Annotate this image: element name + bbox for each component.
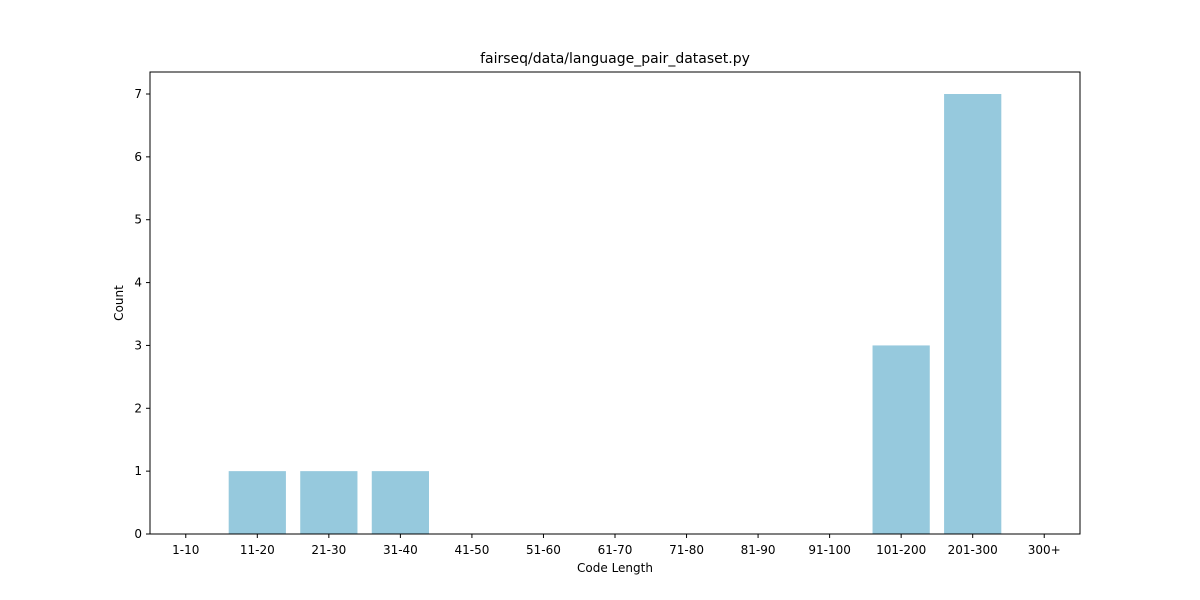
- bar-31-40: [371, 471, 429, 534]
- x-tick-label: 21-30: [311, 543, 346, 557]
- y-tick-label: 6: [134, 150, 142, 164]
- y-axis-label: Count: [112, 285, 126, 321]
- bar-201-300: [944, 94, 1002, 534]
- y-tick-label: 0: [134, 527, 142, 541]
- axes-frame: [149, 71, 1081, 535]
- x-tick-label: 11-20: [240, 543, 275, 557]
- x-tick-label: 71-80: [669, 543, 704, 557]
- y-tick-label: 1: [134, 464, 142, 478]
- x-axis-ticks: 1-10 11-20 21-30 31-40 41-50 51-60 61-70 71-80 8…: [172, 534, 1061, 557]
- x-tick-label: 61-70: [598, 543, 633, 557]
- y-tick-label: 2: [134, 401, 142, 415]
- chart-title: fairseq/data/language_pair_dataset.py: [480, 51, 750, 67]
- x-tick-label: 91-100: [808, 543, 851, 557]
- x-tick-label: 1-10: [172, 543, 199, 557]
- x-tick-label: 101-200: [876, 543, 926, 557]
- x-axis-label: Code Length: [577, 561, 653, 575]
- x-tick-label: 300+: [1028, 543, 1061, 557]
- y-tick-label: 3: [134, 338, 142, 352]
- bar-21-30: [300, 471, 358, 534]
- x-tick-label: 41-50: [454, 543, 489, 557]
- x-tick-label: 81-90: [741, 543, 776, 557]
- bar-11-20: [228, 471, 286, 534]
- x-tick-label: 51-60: [526, 543, 561, 557]
- y-tick-label: 7: [134, 87, 142, 101]
- y-axis-ticks: 0 1 2 3 4 5 6 7: [134, 87, 150, 541]
- bars-layer: [228, 94, 1002, 534]
- bar-101-200: [872, 345, 930, 534]
- y-tick-label: 5: [134, 213, 142, 227]
- y-tick-label: 4: [134, 276, 142, 290]
- x-tick-label: 31-40: [383, 543, 418, 557]
- x-tick-label: 201-300: [948, 543, 998, 557]
